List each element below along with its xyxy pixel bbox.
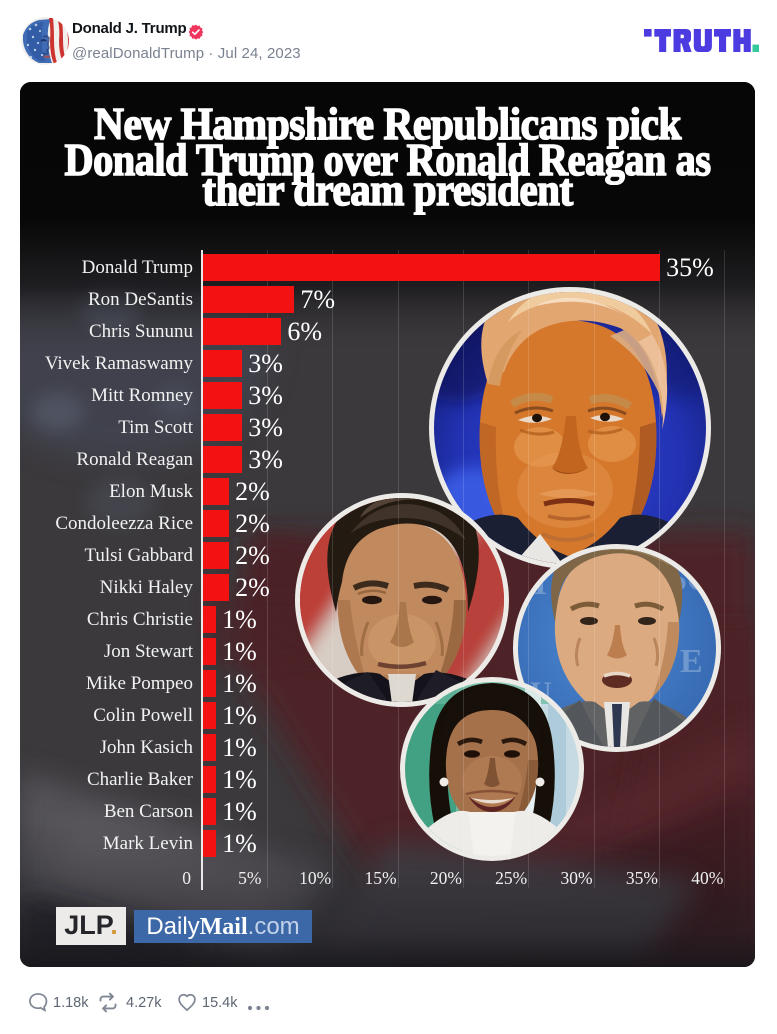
svg-text:E: E (680, 643, 703, 680)
